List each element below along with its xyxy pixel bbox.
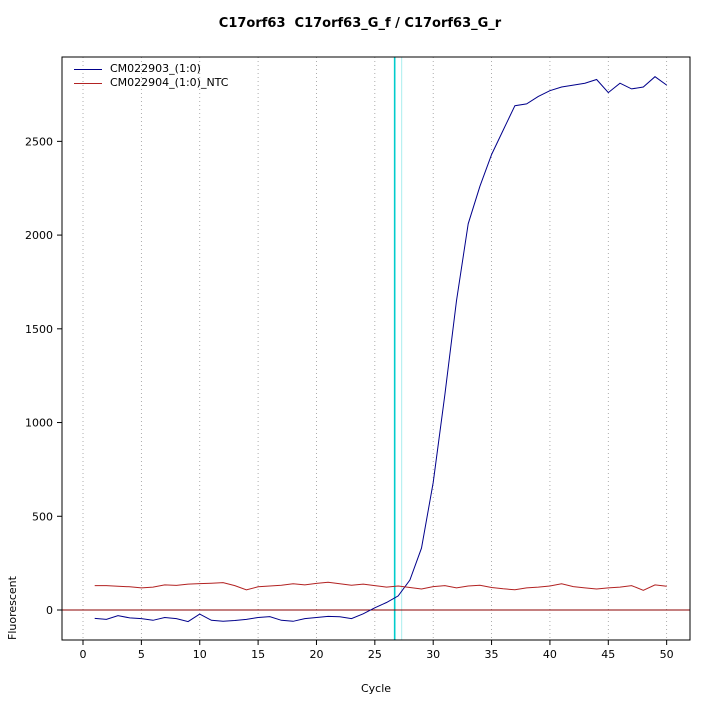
legend: CM022903_(1:0) CM022904_(1:0)_NTC bbox=[74, 62, 228, 90]
x-tick-label: 5 bbox=[138, 648, 145, 661]
legend-item: CM022904_(1:0)_NTC bbox=[74, 76, 228, 90]
x-tick-label: 20 bbox=[309, 648, 323, 661]
y-tick-label: 2500 bbox=[25, 135, 53, 148]
x-tick-label: 35 bbox=[485, 648, 499, 661]
y-axis-label: Fluorescent bbox=[6, 576, 19, 640]
y-tick-label: 500 bbox=[32, 510, 53, 523]
x-tick-label: 25 bbox=[368, 648, 382, 661]
x-tick-label: 40 bbox=[543, 648, 557, 661]
legend-line-swatch bbox=[74, 82, 102, 84]
series-line-0 bbox=[94, 76, 667, 623]
y-tick-label: 1000 bbox=[25, 417, 53, 430]
legend-label: CM022904_(1:0)_NTC bbox=[110, 76, 229, 89]
x-tick-label: 45 bbox=[601, 648, 615, 661]
x-tick-label: 10 bbox=[193, 648, 207, 661]
legend-line-swatch bbox=[74, 68, 102, 70]
y-tick-label: 0 bbox=[46, 604, 53, 617]
plot-box bbox=[61, 56, 691, 641]
legend-label: CM022903_(1:0) bbox=[110, 62, 201, 75]
series-line-1 bbox=[94, 581, 667, 591]
x-tick-label: 50 bbox=[660, 648, 674, 661]
x-tick-label: 30 bbox=[426, 648, 440, 661]
legend-item: CM022903_(1:0) bbox=[74, 62, 228, 76]
x-tick-label: 0 bbox=[80, 648, 87, 661]
chart-title: C17orf63 C17orf63_G_f / C17orf63_G_r bbox=[218, 16, 502, 31]
x-axis-label: Cycle bbox=[360, 682, 392, 695]
x-tick-label: 15 bbox=[251, 648, 265, 661]
y-tick-label: 2000 bbox=[25, 229, 53, 242]
y-tick-label: 1500 bbox=[25, 323, 53, 336]
